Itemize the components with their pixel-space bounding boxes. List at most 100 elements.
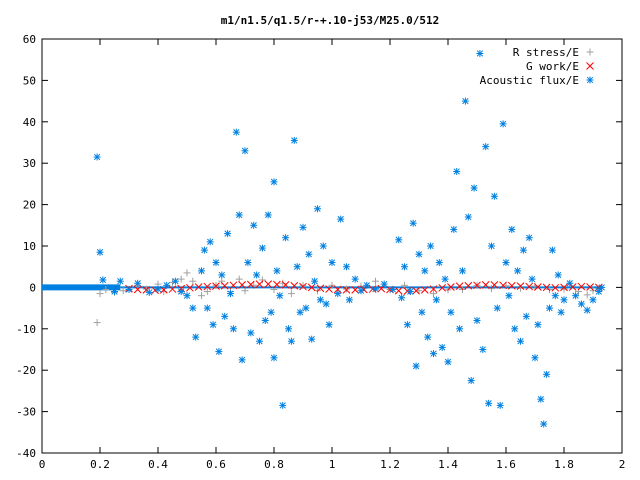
r-stress-point — [343, 285, 350, 293]
g-work-point — [342, 286, 351, 294]
acoustic-flux-point — [572, 292, 580, 300]
acoustic-flux-point — [424, 333, 432, 341]
acoustic-flux-point — [432, 296, 440, 304]
acoustic-flux-point — [554, 271, 562, 279]
acoustic-flux-point — [200, 246, 208, 254]
acoustic-flux-point — [502, 259, 510, 267]
g-work-point — [534, 283, 542, 291]
acoustic-flux-point — [247, 329, 255, 337]
g-work-point — [377, 284, 386, 293]
r-stress-point — [183, 269, 191, 277]
acoustic-flux-point — [389, 285, 397, 293]
acoustic-flux-point — [551, 292, 559, 300]
acoustic-flux-point — [450, 225, 458, 233]
g-work-point — [481, 281, 490, 289]
acoustic-flux-point — [282, 234, 290, 242]
acoustic-flux-point — [270, 178, 278, 186]
g-work-point — [133, 285, 142, 294]
acoustic-flux-point — [273, 267, 281, 275]
legend-marker — [586, 76, 594, 84]
acoustic-flux-point — [548, 246, 556, 254]
acoustic-flux-point — [409, 219, 417, 227]
acoustic-flux-point — [415, 250, 423, 258]
acoustic-flux-point — [218, 271, 226, 279]
acoustic-flux-point — [479, 346, 487, 353]
r-stress-point — [299, 281, 307, 289]
acoustic-flux-point — [557, 308, 565, 316]
data-points — [93, 49, 606, 428]
acoustic-flux-point — [232, 128, 240, 136]
acoustic-flux-point — [528, 275, 536, 283]
axis-ticks: 0 0.2 0.4 0.6 0.8 1 1.2 1.4 1.6 1.8 2 60 50 40 30 20 10 0… — [16, 33, 625, 471]
acoustic-flux-point — [488, 242, 495, 250]
acoustic-flux-point — [244, 259, 252, 267]
y-tick-label: 50 — [23, 74, 36, 87]
acoustic-flux-point — [134, 279, 142, 287]
acoustic-flux-point — [351, 275, 359, 283]
acoustic-flux-point — [250, 221, 258, 229]
acoustic-flux-point — [227, 290, 234, 298]
r-stress-point — [328, 281, 336, 289]
acoustic-flux-point — [325, 321, 333, 329]
r-stress-point — [583, 291, 591, 299]
y-tick-label: 60 — [23, 33, 36, 46]
r-stress-point — [258, 276, 266, 284]
g-work-point — [560, 283, 568, 292]
g-work-point — [186, 283, 194, 292]
acoustic-flux-point — [395, 236, 403, 244]
acoustic-flux-point — [490, 192, 498, 200]
acoustic-flux-point — [111, 288, 118, 296]
legend-marker — [586, 48, 594, 56]
g-work-point — [229, 281, 238, 290]
acoustic-flux-point — [203, 304, 211, 312]
r-stress-point — [546, 285, 553, 293]
acoustic-flux-point — [421, 267, 429, 275]
acoustic-flux-point — [363, 281, 371, 289]
acoustic-flux-point — [430, 350, 437, 358]
x-tick-label: 2 — [619, 458, 626, 471]
acoustic-flux-point — [589, 296, 597, 304]
x-tick-label: 0.2 — [90, 458, 110, 471]
acoustic-flux-point — [224, 230, 232, 238]
acoustic-flux-point — [264, 211, 272, 219]
acoustic-flux-point — [505, 292, 513, 300]
legend-marker — [586, 62, 594, 70]
acoustic-flux-point — [235, 211, 243, 219]
acoustic-flux-point — [470, 184, 478, 192]
r-stress-point — [189, 277, 197, 285]
acoustic-flux-point — [296, 308, 304, 316]
acoustic-flux-point — [493, 304, 501, 312]
acoustic-flux-point — [372, 285, 379, 293]
acoustic-flux-point — [537, 395, 545, 403]
acoustic-flux-point — [546, 304, 553, 312]
legend-label: R stress/E — [513, 46, 579, 59]
plot-frame — [41, 38, 623, 454]
acoustic-flux-point — [290, 136, 298, 144]
acoustic-flux-point — [276, 292, 284, 300]
g-work-point — [542, 283, 551, 292]
g-work-point — [507, 281, 516, 290]
acoustic-flux-point — [511, 325, 519, 333]
acoustic-flux-point — [229, 325, 237, 333]
g-work-point — [394, 286, 403, 295]
g-work-point — [168, 285, 177, 293]
g-work-point — [273, 280, 281, 289]
x-tick-label: 1.2 — [380, 458, 400, 471]
r-stress-point — [93, 319, 101, 327]
acoustic-flux-point — [577, 300, 585, 308]
acoustic-flux-point — [496, 401, 504, 409]
acoustic-flux-point — [171, 277, 179, 285]
acoustic-flux-point — [308, 335, 316, 343]
g-work-point — [473, 281, 481, 290]
acoustic-flux-point — [189, 304, 197, 312]
g-work-point — [568, 283, 577, 291]
g-work-point — [464, 281, 473, 290]
acoustic-flux-point — [258, 244, 266, 252]
acoustic-flux-point — [279, 401, 287, 409]
r-stress-point — [218, 277, 226, 285]
acoustic-flux-point — [209, 321, 217, 329]
r-stress-point — [212, 281, 220, 289]
g-work-point — [316, 284, 325, 293]
g-work-point — [429, 285, 438, 293]
